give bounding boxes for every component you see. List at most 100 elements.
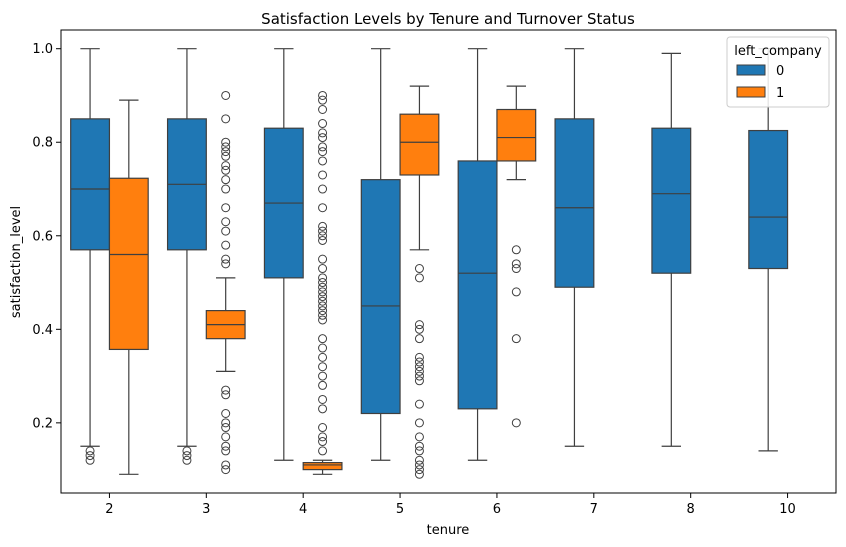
x-tick-label: 3	[202, 502, 210, 517]
outlier-point	[414, 460, 424, 470]
outlier-point	[318, 423, 328, 433]
outlier-point	[511, 334, 521, 344]
outlier-point	[221, 465, 231, 475]
outlier-point	[221, 165, 231, 175]
y-tick-label: 0.4	[32, 323, 53, 338]
box-iqr	[108, 177, 149, 351]
box-0-tenure-5	[360, 48, 401, 461]
outlier-point	[511, 418, 521, 428]
outlier-point	[318, 226, 328, 236]
outlier-point	[318, 343, 328, 353]
outlier-point	[318, 380, 328, 390]
outlier-point	[414, 376, 424, 386]
outlier-point	[318, 315, 328, 325]
outlier-point	[318, 432, 328, 442]
outlier-point	[414, 399, 424, 409]
box-iqr	[554, 118, 595, 288]
outlier-point	[511, 245, 521, 255]
outlier-point	[85, 446, 95, 456]
outlier-point	[414, 469, 424, 479]
box-1-tenure-4	[302, 90, 343, 475]
x-tick-label: 7	[590, 502, 598, 517]
outlier-point	[221, 142, 231, 152]
chart-title: Satisfaction Levels by Tenure and Turnov…	[261, 10, 635, 28]
outlier-point	[221, 226, 231, 236]
outlier-point	[318, 147, 328, 157]
outlier-point	[221, 418, 231, 428]
outlier-point	[414, 264, 424, 274]
legend: left_company 0 1	[726, 36, 830, 108]
outlier-point	[318, 119, 328, 129]
outlier-point	[221, 390, 231, 400]
outlier-point	[318, 203, 328, 213]
outlier-point	[318, 352, 328, 362]
outlier-point	[414, 273, 424, 283]
outlier-point	[414, 455, 424, 465]
outlier-point	[318, 301, 328, 311]
outlier-point	[414, 418, 424, 428]
outlier-point	[318, 446, 328, 456]
box-1-tenure-2	[108, 99, 149, 475]
box-0-tenure-2	[70, 48, 111, 465]
x-tick-label: 10	[779, 502, 796, 517]
outlier-point	[221, 441, 231, 451]
outlier-point	[414, 334, 424, 344]
outlier-point	[221, 460, 231, 470]
outlier-point	[318, 133, 328, 143]
outlier-point	[221, 161, 231, 171]
outlier-point	[511, 259, 521, 269]
outlier-point	[221, 446, 231, 456]
outlier-point	[318, 221, 328, 231]
box-iqr	[651, 127, 692, 274]
y-tick-label: 0.6	[32, 229, 53, 244]
outlier-point	[221, 137, 231, 147]
outlier-point	[414, 362, 424, 372]
outlier-point	[318, 287, 328, 297]
box-iqr	[496, 108, 537, 162]
axes-frame	[60, 29, 837, 494]
outlier-point	[318, 273, 328, 283]
outlier-point	[414, 352, 424, 362]
y-tick-label: 0.8	[32, 136, 53, 151]
outlier-point	[221, 203, 231, 213]
outlier-point	[221, 151, 231, 161]
legend-swatch-0	[736, 64, 766, 76]
outlier-point	[318, 394, 328, 404]
outlier-point	[318, 404, 328, 414]
outlier-point	[318, 128, 328, 138]
outlier-point	[318, 95, 328, 105]
outlier-point	[414, 441, 424, 451]
outlier-point	[221, 147, 231, 157]
outlier-point	[182, 451, 192, 461]
x-axis: 2 3 4 5 6 7 8 10	[105, 493, 796, 517]
outlier-point	[318, 282, 328, 292]
plot-area	[70, 48, 789, 479]
outlier-point	[221, 408, 231, 418]
outlier-point	[414, 446, 424, 456]
outlier-point	[221, 114, 231, 124]
outlier-point	[221, 259, 231, 269]
outlier-point	[221, 217, 231, 227]
outlier-point	[318, 105, 328, 115]
outlier-point	[511, 287, 521, 297]
x-axis-label: tenure	[427, 523, 470, 538]
legend-label-0: 0	[776, 64, 784, 79]
box-0-tenure-10	[748, 48, 789, 452]
outlier-point	[318, 306, 328, 316]
legend-title: left_company	[734, 44, 822, 59]
box-0-tenure-8	[651, 52, 692, 447]
outlier-point	[182, 446, 192, 456]
outlier-point	[414, 366, 424, 376]
outlier-point	[318, 142, 328, 152]
outlier-point	[318, 371, 328, 381]
x-tick-label: 4	[299, 502, 307, 517]
outlier-point	[414, 357, 424, 367]
outlier-point	[221, 423, 231, 433]
y-tick-label: 1.0	[32, 42, 53, 57]
box-iqr	[70, 118, 111, 251]
box-iqr	[399, 113, 440, 176]
legend-label-1: 1	[776, 86, 784, 101]
x-tick-label: 5	[396, 502, 404, 517]
y-axis-label: satisfaction_level	[9, 206, 24, 318]
